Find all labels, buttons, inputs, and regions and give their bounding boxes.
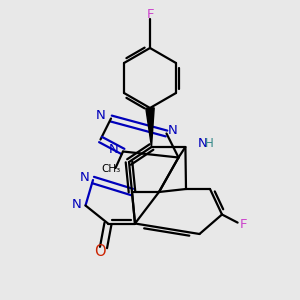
Text: CH₃: CH₃ (101, 164, 121, 175)
Polygon shape (146, 108, 154, 147)
Text: O: O (94, 244, 106, 259)
Text: F: F (239, 218, 247, 232)
Text: N: N (167, 124, 177, 137)
Text: N: N (96, 109, 106, 122)
Text: H: H (205, 137, 213, 150)
Text: N: N (198, 137, 208, 150)
Text: N: N (80, 171, 89, 184)
Text: N: N (109, 142, 118, 156)
Text: F: F (146, 8, 154, 22)
Text: N: N (72, 197, 82, 211)
